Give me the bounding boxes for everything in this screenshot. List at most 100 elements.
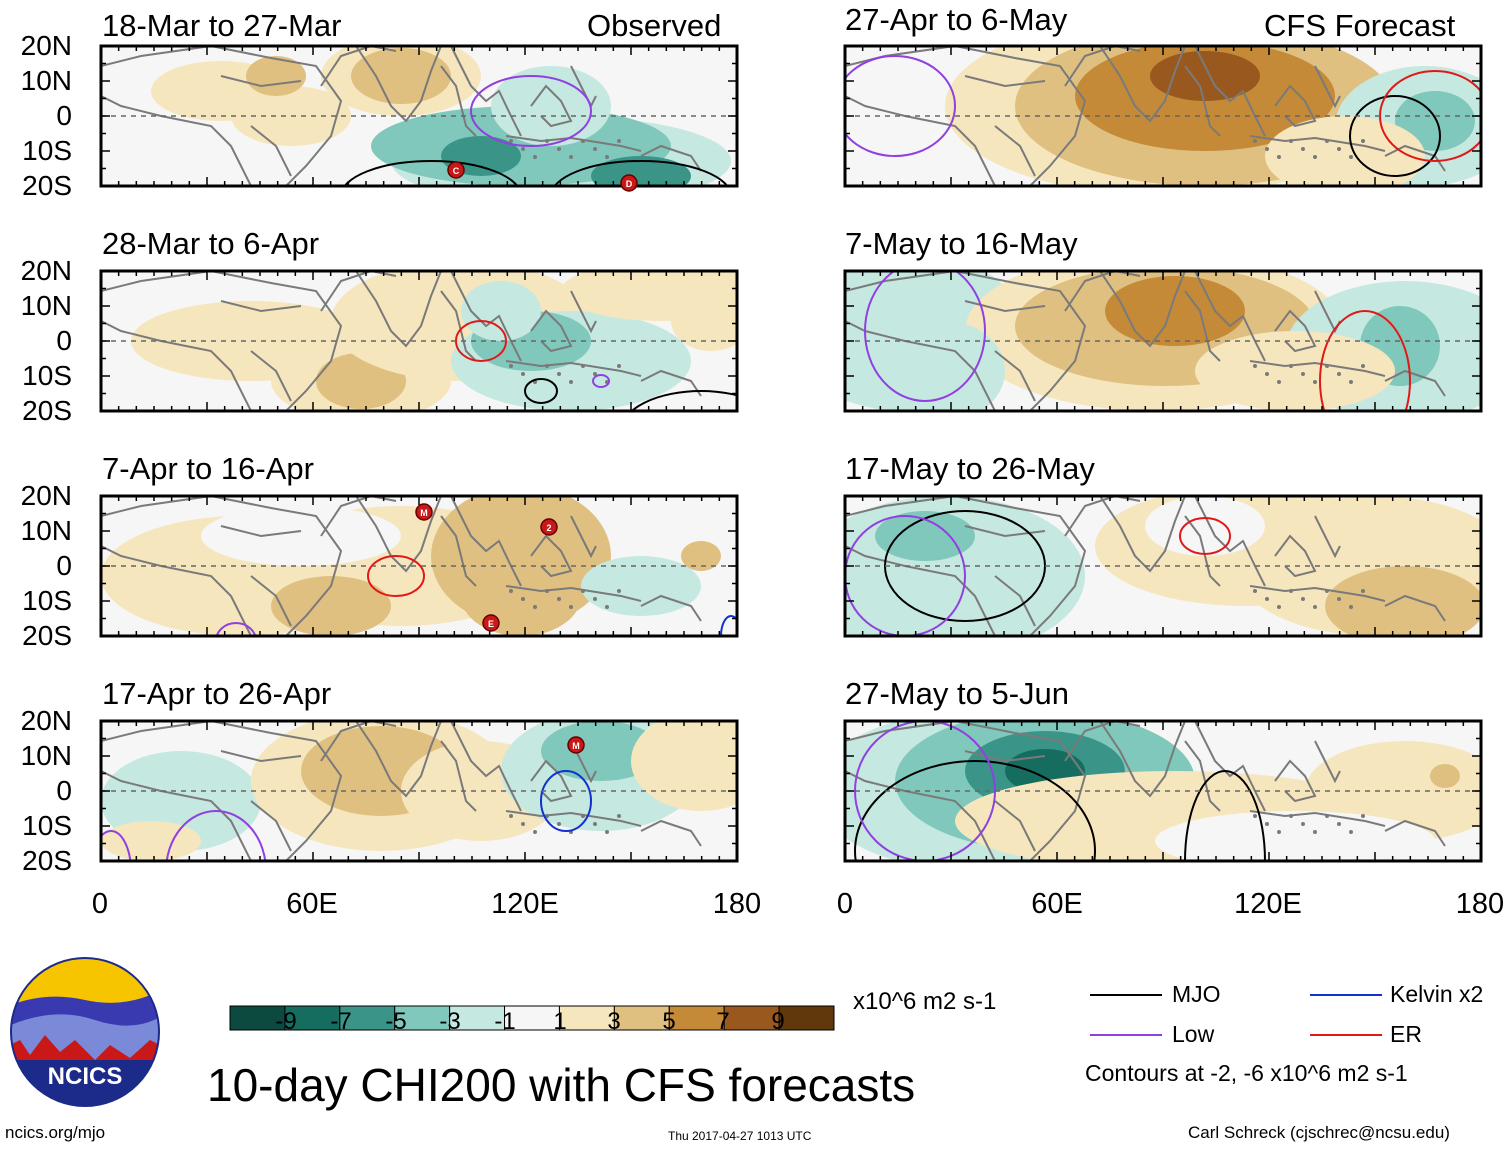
island [1301,372,1305,376]
island [1301,822,1305,826]
coastline [440,65,477,137]
lat-tick-label: 0 [56,550,72,581]
coastline [250,575,292,627]
colorbar-swatch [778,1005,835,1031]
lat-tick-label: 0 [56,775,72,806]
island [1325,589,1329,593]
island [1253,814,1257,818]
anomaly-shading [875,511,975,561]
wave-contour [553,160,729,186]
coastline [1314,65,1341,109]
anomaly-shading [351,48,451,104]
island [1349,380,1353,384]
island [1349,155,1353,159]
map-panel [843,269,1483,413]
island [1325,814,1329,818]
island [617,364,621,368]
coastline [1249,360,1386,377]
panel-title-4: 17-Apr to 26-Apr [102,676,332,711]
anomaly-shading [1395,91,1475,151]
coastline [250,800,292,852]
field-layer [845,496,1481,636]
panel-title-2: 28-Mar to 6-Apr [102,226,320,261]
figure-title: 10-day CHI200 with CFS forecasts [207,1059,916,1111]
coastline [640,819,702,847]
coastline [530,759,573,803]
island [1289,814,1293,818]
island [533,605,537,609]
island [533,830,537,834]
coastline [1314,515,1341,559]
lat-tick-label: 20N [20,480,72,511]
panel-title-1: 18-Mar to 27-Mar [102,8,342,43]
colorbar-swatch [284,1005,341,1031]
colorbar-swatch [668,1005,725,1031]
anomaly-shading [461,281,541,341]
storm-marker-label: 2 [546,523,551,533]
map-panel [843,494,1483,638]
island [1289,589,1293,593]
wave-contour [720,615,737,636]
coastline [994,125,1036,177]
source-url[interactable]: ncics.org/mjo [5,1123,106,1142]
lat-tick-label: 20N [20,705,72,736]
lat-tick-label: 20S [22,170,72,201]
tropical-cyclone-icon [540,518,558,536]
field-layer [101,721,737,861]
colorbar-label: -9 [275,1008,297,1035]
coastline [1384,819,1446,847]
lat-tick-label: 20N [20,30,72,61]
colorbar-swatch [558,1005,615,1031]
wave-contour [1319,310,1411,411]
coastline [530,84,573,128]
legend-label-mjo: MJO [1172,981,1221,1007]
island [521,372,525,376]
island [1301,147,1305,151]
colorbar-label: 7 [716,1008,730,1035]
island [1289,139,1293,143]
coastline [994,800,1036,852]
coastline [1249,135,1386,152]
coastline [1099,721,1186,798]
field-layer [101,46,737,186]
anomaly-shading [671,291,737,351]
lon-tick-0-left: 0 [91,888,109,920]
logo-text: NCICS [48,1063,123,1090]
coastline [220,75,302,88]
island [569,605,573,609]
island [557,147,561,151]
legend-label-low: Low [1172,1021,1215,1047]
coastline [220,300,302,313]
coastline [1184,515,1221,587]
coastline [845,271,1087,411]
lon-tick-60e-left: 60E [286,888,338,920]
anomaly-shading [581,556,701,616]
wave-contour [864,271,986,402]
coastline [640,369,702,397]
contour-note: Contours at -2, -6 x10^6 m2 s-1 [1085,1060,1408,1086]
ncics-logo [10,957,160,1107]
coastline [1249,585,1386,602]
colorbar-label: 3 [607,1008,621,1035]
island [1337,597,1341,601]
colorbar-swatch [339,1005,396,1031]
colorbar-units: x10^6 m2 s-1 [853,988,997,1015]
wave-contour [540,770,592,832]
storm-marker-label: C [453,166,460,176]
author-credit: Carl Schreck (cjschrec@ncsu.edu) [1188,1123,1450,1142]
lat-tick-label: 20N [20,255,72,286]
island [509,139,513,143]
storm-marker-label: D [626,179,633,189]
anomaly-shading [1430,764,1460,788]
island [581,364,585,368]
island [557,822,561,826]
wave-contour [367,555,425,597]
anomaly-shading [1105,276,1245,346]
island [617,814,621,818]
island [593,372,597,376]
coastline [1184,65,1221,137]
lat-tick-label: 10N [20,515,72,546]
lat-tick-label: 0 [56,100,72,131]
island [593,822,597,826]
coastline [845,46,1087,186]
